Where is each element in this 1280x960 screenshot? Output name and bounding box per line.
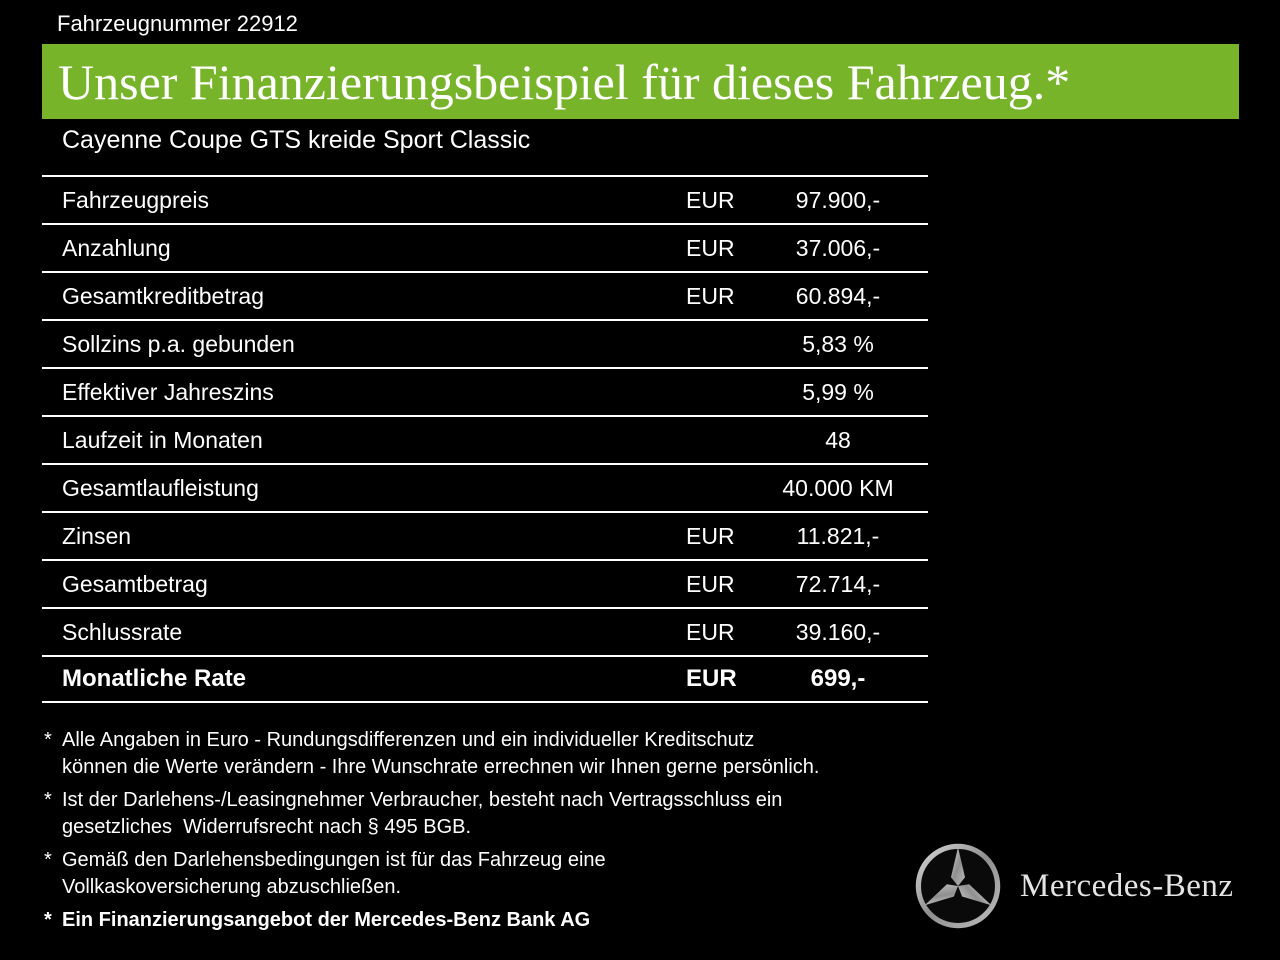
row-label: Zinsen bbox=[62, 522, 132, 549]
row-label: Monatliche Rate bbox=[62, 665, 247, 692]
footnote-text: Ein Finanzierungsangebot der Mercedes-Be… bbox=[62, 907, 590, 934]
footnote-line: Alle Angaben in Euro - Rundungsdifferenz… bbox=[62, 729, 755, 751]
row-currency: EUR bbox=[686, 282, 735, 309]
footnote-line: können die Werte verändern - Ihre Wunsch… bbox=[62, 756, 820, 778]
footnote-marker: * bbox=[44, 729, 52, 751]
footnote: * Gemäß den Darlehensbedingungen ist für… bbox=[44, 847, 819, 901]
footnote-line: Vollkaskoversicherung abzuschließen. bbox=[62, 876, 402, 898]
vehicle-number: Fahrzeugnummer 22912 bbox=[57, 11, 298, 36]
table-row: Sollzins p.a. gebunden 5,83 % bbox=[42, 319, 928, 367]
table-row: Effektiver Jahreszins 5,99 % bbox=[42, 367, 928, 415]
vehicle-model: Cayenne Coupe GTS kreide Sport Classic bbox=[62, 126, 531, 154]
banner-title: Unser Finanzierungsbeispiel für dieses F… bbox=[58, 53, 1071, 110]
row-label: Schlussrate bbox=[62, 618, 183, 645]
footnote-line: Gemäß den Darlehensbedingungen ist für d… bbox=[62, 849, 606, 871]
row-currency: EUR bbox=[686, 522, 735, 549]
table-row: Zinsen EUR 11.821,- bbox=[42, 511, 928, 559]
footnote-text: Gemäß den Darlehensbedingungen ist für d… bbox=[62, 847, 606, 901]
footnote-line: Ist der Darlehens-/Leasingnehmer Verbrau… bbox=[62, 789, 783, 811]
brand-wordmark: Mercedes-Benz bbox=[1020, 867, 1234, 904]
footnote: * Alle Angaben in Euro - Rundungsdiffere… bbox=[44, 727, 819, 781]
table-row-monthly-rate: Monatliche Rate EUR 699,- bbox=[42, 655, 928, 703]
brand-area: Mercedes-Benz bbox=[914, 842, 1234, 930]
row-label: Anzahlung bbox=[62, 234, 171, 261]
row-value: 37.006,- bbox=[795, 234, 881, 261]
row-value: 60.894,- bbox=[795, 282, 881, 309]
table-row: Anzahlung EUR 37.006,- bbox=[42, 223, 928, 271]
row-label: Sollzins p.a. gebunden bbox=[62, 330, 295, 357]
footnote-text: Ist der Darlehens-/Leasingnehmer Verbrau… bbox=[62, 787, 782, 841]
footnote-text: Alle Angaben in Euro - Rundungsdifferenz… bbox=[62, 727, 819, 781]
row-label: Gesamtlaufleistung bbox=[62, 474, 259, 501]
row-value: 39.160,- bbox=[795, 618, 881, 645]
mercedes-star-icon bbox=[914, 842, 1002, 930]
row-value: 97.900,- bbox=[795, 186, 881, 213]
table-row: Laufzeit in Monaten 48 bbox=[42, 415, 928, 463]
row-label: Fahrzeugpreis bbox=[62, 186, 210, 213]
row-label: Gesamtbetrag bbox=[62, 570, 208, 597]
row-currency: EUR bbox=[686, 186, 735, 213]
row-value: 5,83 % bbox=[802, 330, 874, 357]
table-row: Fahrzeugpreis EUR 97.900,- bbox=[42, 175, 928, 223]
table-row: Schlussrate EUR 39.160,- bbox=[42, 607, 928, 655]
table-row: Gesamtkreditbetrag EUR 60.894,- bbox=[42, 271, 928, 319]
row-value: 48 bbox=[825, 426, 851, 453]
footnote-bank-offer: * Ein Finanzierungsangebot der Mercedes-… bbox=[44, 907, 819, 934]
row-value: 40.000 KM bbox=[782, 474, 894, 501]
row-value: 72.714,- bbox=[795, 570, 881, 597]
footnote: * Ist der Darlehens-/Leasingnehmer Verbr… bbox=[44, 787, 819, 841]
footnote-marker: * bbox=[44, 909, 52, 931]
row-label: Effektiver Jahreszins bbox=[62, 378, 274, 405]
footnote-marker: * bbox=[44, 849, 52, 871]
row-currency: EUR bbox=[686, 234, 735, 261]
row-value: 5,99 % bbox=[802, 378, 874, 405]
title-banner: Unser Finanzierungsbeispiel für dieses F… bbox=[42, 44, 1239, 119]
footnote-line: Ein Finanzierungsangebot der Mercedes-Be… bbox=[62, 909, 591, 931]
row-currency: EUR bbox=[686, 570, 735, 597]
table-row: Gesamtbetrag EUR 72.714,- bbox=[42, 559, 928, 607]
table-row: Gesamtlaufleistung 40.000 KM bbox=[42, 463, 928, 511]
row-currency: EUR bbox=[686, 665, 737, 692]
row-value: 11.821,- bbox=[796, 522, 880, 549]
footnote-marker: * bbox=[44, 789, 52, 811]
row-value: 699,- bbox=[810, 665, 866, 692]
row-label: Laufzeit in Monaten bbox=[62, 426, 263, 453]
footnote-line: gesetzliches Widerrufsrecht nach § 495 B… bbox=[62, 816, 472, 838]
row-currency: EUR bbox=[686, 618, 735, 645]
finance-table: Fahrzeugpreis EUR 97.900,- Anzahlung EUR… bbox=[42, 175, 928, 703]
row-label: Gesamtkreditbetrag bbox=[62, 282, 264, 309]
footnotes: * Alle Angaben in Euro - Rundungsdiffere… bbox=[44, 727, 819, 940]
